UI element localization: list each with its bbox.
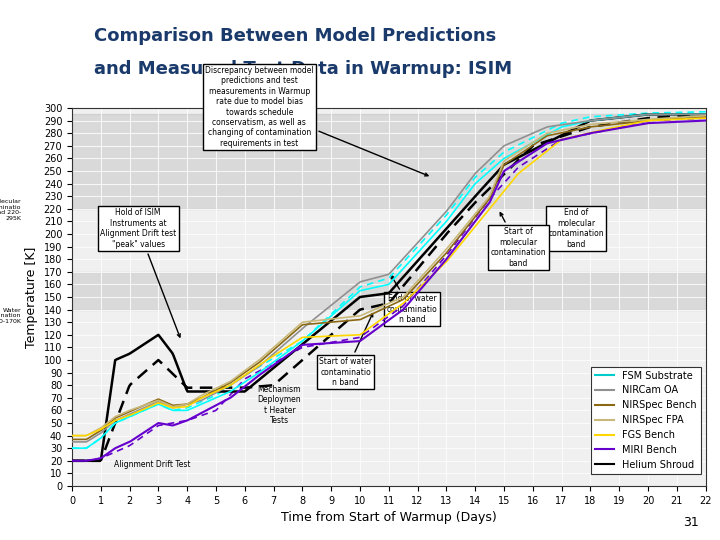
Legend: FSM Substrate, NIRCam OA, NIRSpec Bench, NIRSpec FPA, FGS Bench, MIRI Bench, Hel: FSM Substrate, NIRCam OA, NIRSpec Bench,… [591, 367, 701, 474]
Text: Start of
molecular
contamination
band: Start of molecular contamination band [490, 213, 546, 267]
Text: Mechanism
Deploymen
t Heater
Tests: Mechanism Deploymen t Heater Tests [258, 385, 301, 425]
Y-axis label: Temperature [K]: Temperature [K] [25, 246, 38, 348]
Text: Discrepancy between model
predictions and test
measurements in Warmup
rate due t: Discrepancy between model predictions an… [205, 66, 428, 176]
Text: Start of water
contaminatio
n band: Start of water contaminatio n band [319, 314, 373, 387]
Text: End of
molecular
contamination
band: End of molecular contamination band [548, 208, 604, 248]
Text: 31: 31 [683, 516, 698, 529]
Text: End of water
contaminatio
n band: End of water contaminatio n band [387, 275, 437, 324]
Text: Alignment Drift Test: Alignment Drift Test [114, 460, 191, 469]
Text: and Measured Test Data in Warmup: ISIM: and Measured Test Data in Warmup: ISIM [94, 60, 512, 78]
Text: Hold of ISIM
Instruments at
Alignment Drift test
"peak" values: Hold of ISIM Instruments at Alignment Dr… [100, 208, 180, 337]
Text: Comparison Between Model Predictions: Comparison Between Model Predictions [94, 27, 496, 45]
Text: Molecular
Contaminatio
n Band 220-
295K: Molecular Contaminatio n Band 220- 295K [0, 199, 22, 221]
Bar [72, 272, 706, 309]
Bar [72, 114, 706, 209]
Text: Water
Contamination
Band 140-170K: Water Contamination Band 140-170K [0, 308, 22, 324]
X-axis label: Time from Start of Warmup (Days): Time from Start of Warmup (Days) [281, 511, 497, 524]
